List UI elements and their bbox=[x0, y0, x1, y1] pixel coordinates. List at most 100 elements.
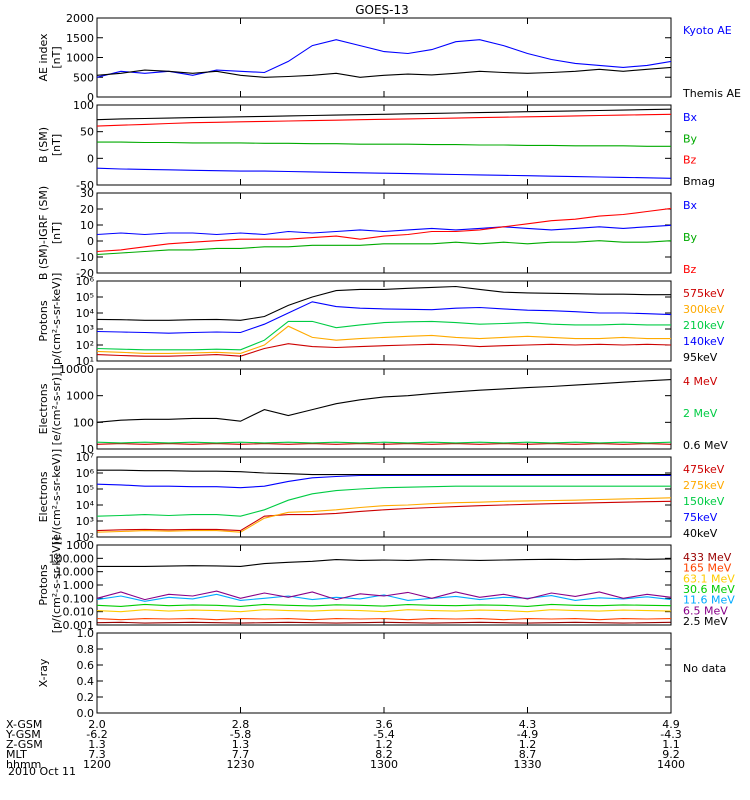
x-row-value: 4.3 bbox=[519, 718, 537, 731]
series-line-bx bbox=[96, 224, 672, 236]
y-tick-label: 10⁵ bbox=[76, 291, 94, 304]
series-line-165-mev bbox=[96, 618, 672, 621]
series-line-bz bbox=[96, 207, 672, 253]
y-axis-unit: [nT] bbox=[50, 46, 63, 68]
plot-title: GOES-13 bbox=[355, 3, 409, 17]
x-row-value: 2.8 bbox=[232, 718, 250, 731]
legend-entry: 11.6 MeV bbox=[683, 594, 735, 607]
legend-entry: 6.5 MeV bbox=[683, 604, 728, 617]
x-row-value: -5.4 bbox=[373, 728, 394, 741]
x-axis-labels: X-GSM 2.0 2.8 3.6 4.3 4.9 Y-GSM -6.2 -5.8 -5.4 -4.… bbox=[5, 718, 685, 771]
x-row-value: 1230 bbox=[227, 758, 255, 771]
legend-entry: 300keV bbox=[683, 303, 725, 316]
series-line-75kev bbox=[96, 474, 671, 489]
y-tick-label: 20 bbox=[80, 203, 94, 216]
y-tick-label: 1.000 bbox=[63, 579, 95, 592]
y-axis-unit: [nT] bbox=[50, 134, 63, 156]
legend-entry: 40keV bbox=[683, 527, 718, 540]
legend-entry: 75keV bbox=[683, 511, 718, 524]
panel-bigrf: 30 20 10 0 -10 -20 B (SM)-IGRF (SM) [nT] Bx By Bz bbox=[37, 186, 698, 280]
series-line-300kev bbox=[96, 325, 671, 354]
y-tick-label: 10² bbox=[76, 531, 94, 544]
y-tick-label: 10⁷ bbox=[76, 451, 94, 464]
y-axis-unit: [e/(cm²-s-sr)] bbox=[50, 373, 63, 446]
x-row-label: MLT bbox=[6, 748, 27, 761]
legend-entry: 95keV bbox=[683, 351, 718, 364]
series-line-kyoto-ae bbox=[96, 39, 672, 78]
y-tick-label: 0 bbox=[87, 91, 94, 104]
y-tick-label: 0 bbox=[87, 235, 94, 248]
y-tick-label: 100.000 bbox=[49, 552, 95, 565]
x-row-value: 1.2 bbox=[375, 738, 393, 751]
legend-entry: 150keV bbox=[683, 495, 725, 508]
legend-entry: 275keV bbox=[683, 479, 725, 492]
y-tick-label: 2000 bbox=[66, 12, 94, 25]
x-row-value: 1.3 bbox=[88, 738, 106, 751]
y-tick-label: 10³ bbox=[76, 515, 94, 528]
x-row-value: -6.2 bbox=[86, 728, 107, 741]
y-axis-label: B (SM)-IGRF (SM) bbox=[37, 186, 50, 280]
y-tick-label: 10³ bbox=[76, 323, 94, 336]
y-tick-label: 10 bbox=[80, 219, 94, 232]
legend-entry: Bx bbox=[683, 111, 698, 124]
x-row-value: 1.3 bbox=[232, 738, 250, 751]
x-row-value: -5.8 bbox=[230, 728, 251, 741]
y-tick-label: 10⁴ bbox=[76, 499, 95, 512]
y-axis-unit: [nT] bbox=[50, 222, 63, 244]
x-row-value: 9.2 bbox=[662, 748, 680, 761]
y-axis-unit: [p/(cm²-s-sr-keV)] bbox=[50, 537, 63, 634]
y-tick-label: 0.2 bbox=[77, 691, 95, 704]
y-tick-label: 10¹ bbox=[76, 355, 94, 368]
y-tick-label: 30 bbox=[80, 187, 94, 200]
y-tick-label: 100 bbox=[73, 416, 94, 429]
legend-entry: 4 MeV bbox=[683, 375, 718, 388]
y-tick-label: 500 bbox=[73, 71, 94, 84]
y-axis-label: Electrons bbox=[37, 471, 50, 522]
legend-entry: 2 MeV bbox=[683, 407, 718, 420]
y-axis-unit: [p/(cm²-s-sr-keV)] bbox=[50, 273, 63, 370]
y-tick-label: 0.6 bbox=[77, 659, 95, 672]
legend-entry: 210keV bbox=[683, 319, 725, 332]
series-line-95kev bbox=[96, 285, 671, 321]
y-tick-label: 1.0 bbox=[77, 627, 95, 640]
y-axis-label: X-ray bbox=[37, 658, 50, 687]
series-line-575kev bbox=[96, 343, 672, 357]
series-line-140kev bbox=[96, 301, 672, 334]
y-tick-label: 10 bbox=[80, 443, 94, 456]
legend-entry: 140keV bbox=[683, 335, 725, 348]
y-tick-label: 100 bbox=[73, 99, 94, 112]
x-row-value: 1330 bbox=[514, 758, 542, 771]
series-line-bz bbox=[96, 113, 672, 127]
y-axis-label: Protons bbox=[37, 300, 50, 341]
series-line-bmag bbox=[96, 108, 672, 121]
series-line-63-1-mev bbox=[96, 609, 672, 613]
y-axis-label: Protons bbox=[37, 564, 50, 605]
series-line-by bbox=[97, 141, 671, 147]
series-line-0-6-mev bbox=[96, 379, 672, 423]
y-tick-label: 10² bbox=[76, 339, 94, 352]
x-row-value: 8.7 bbox=[519, 748, 537, 761]
series-line-210kev bbox=[96, 320, 671, 351]
x-row-value: 1400 bbox=[657, 758, 685, 771]
y-tick-label: 10⁶ bbox=[76, 467, 95, 480]
y-tick-label: -20 bbox=[76, 267, 94, 280]
y-tick-label: 10⁵ bbox=[76, 483, 94, 496]
legend-entry: Bz bbox=[683, 263, 697, 276]
y-axis-label: Electrons bbox=[37, 383, 50, 434]
series-line-2-5-mev bbox=[97, 558, 672, 567]
x-row-label: Y-GSM bbox=[5, 728, 41, 741]
legend-entry: By bbox=[683, 231, 698, 244]
y-tick-label: 1000 bbox=[66, 390, 94, 403]
series-line-2-mev bbox=[96, 441, 672, 444]
series-line-11-6-mev bbox=[96, 593, 672, 602]
y-tick-label: 1500 bbox=[66, 32, 94, 45]
legend-entry: 2.5 MeV bbox=[683, 615, 728, 628]
y-tick-label: 0.010 bbox=[63, 606, 95, 619]
xray-no-data-label: No data bbox=[683, 662, 726, 675]
y-tick-label: 10⁴ bbox=[76, 307, 95, 320]
y-tick-label: -50 bbox=[76, 179, 94, 192]
legend-entry: 433 MeV bbox=[683, 551, 732, 564]
